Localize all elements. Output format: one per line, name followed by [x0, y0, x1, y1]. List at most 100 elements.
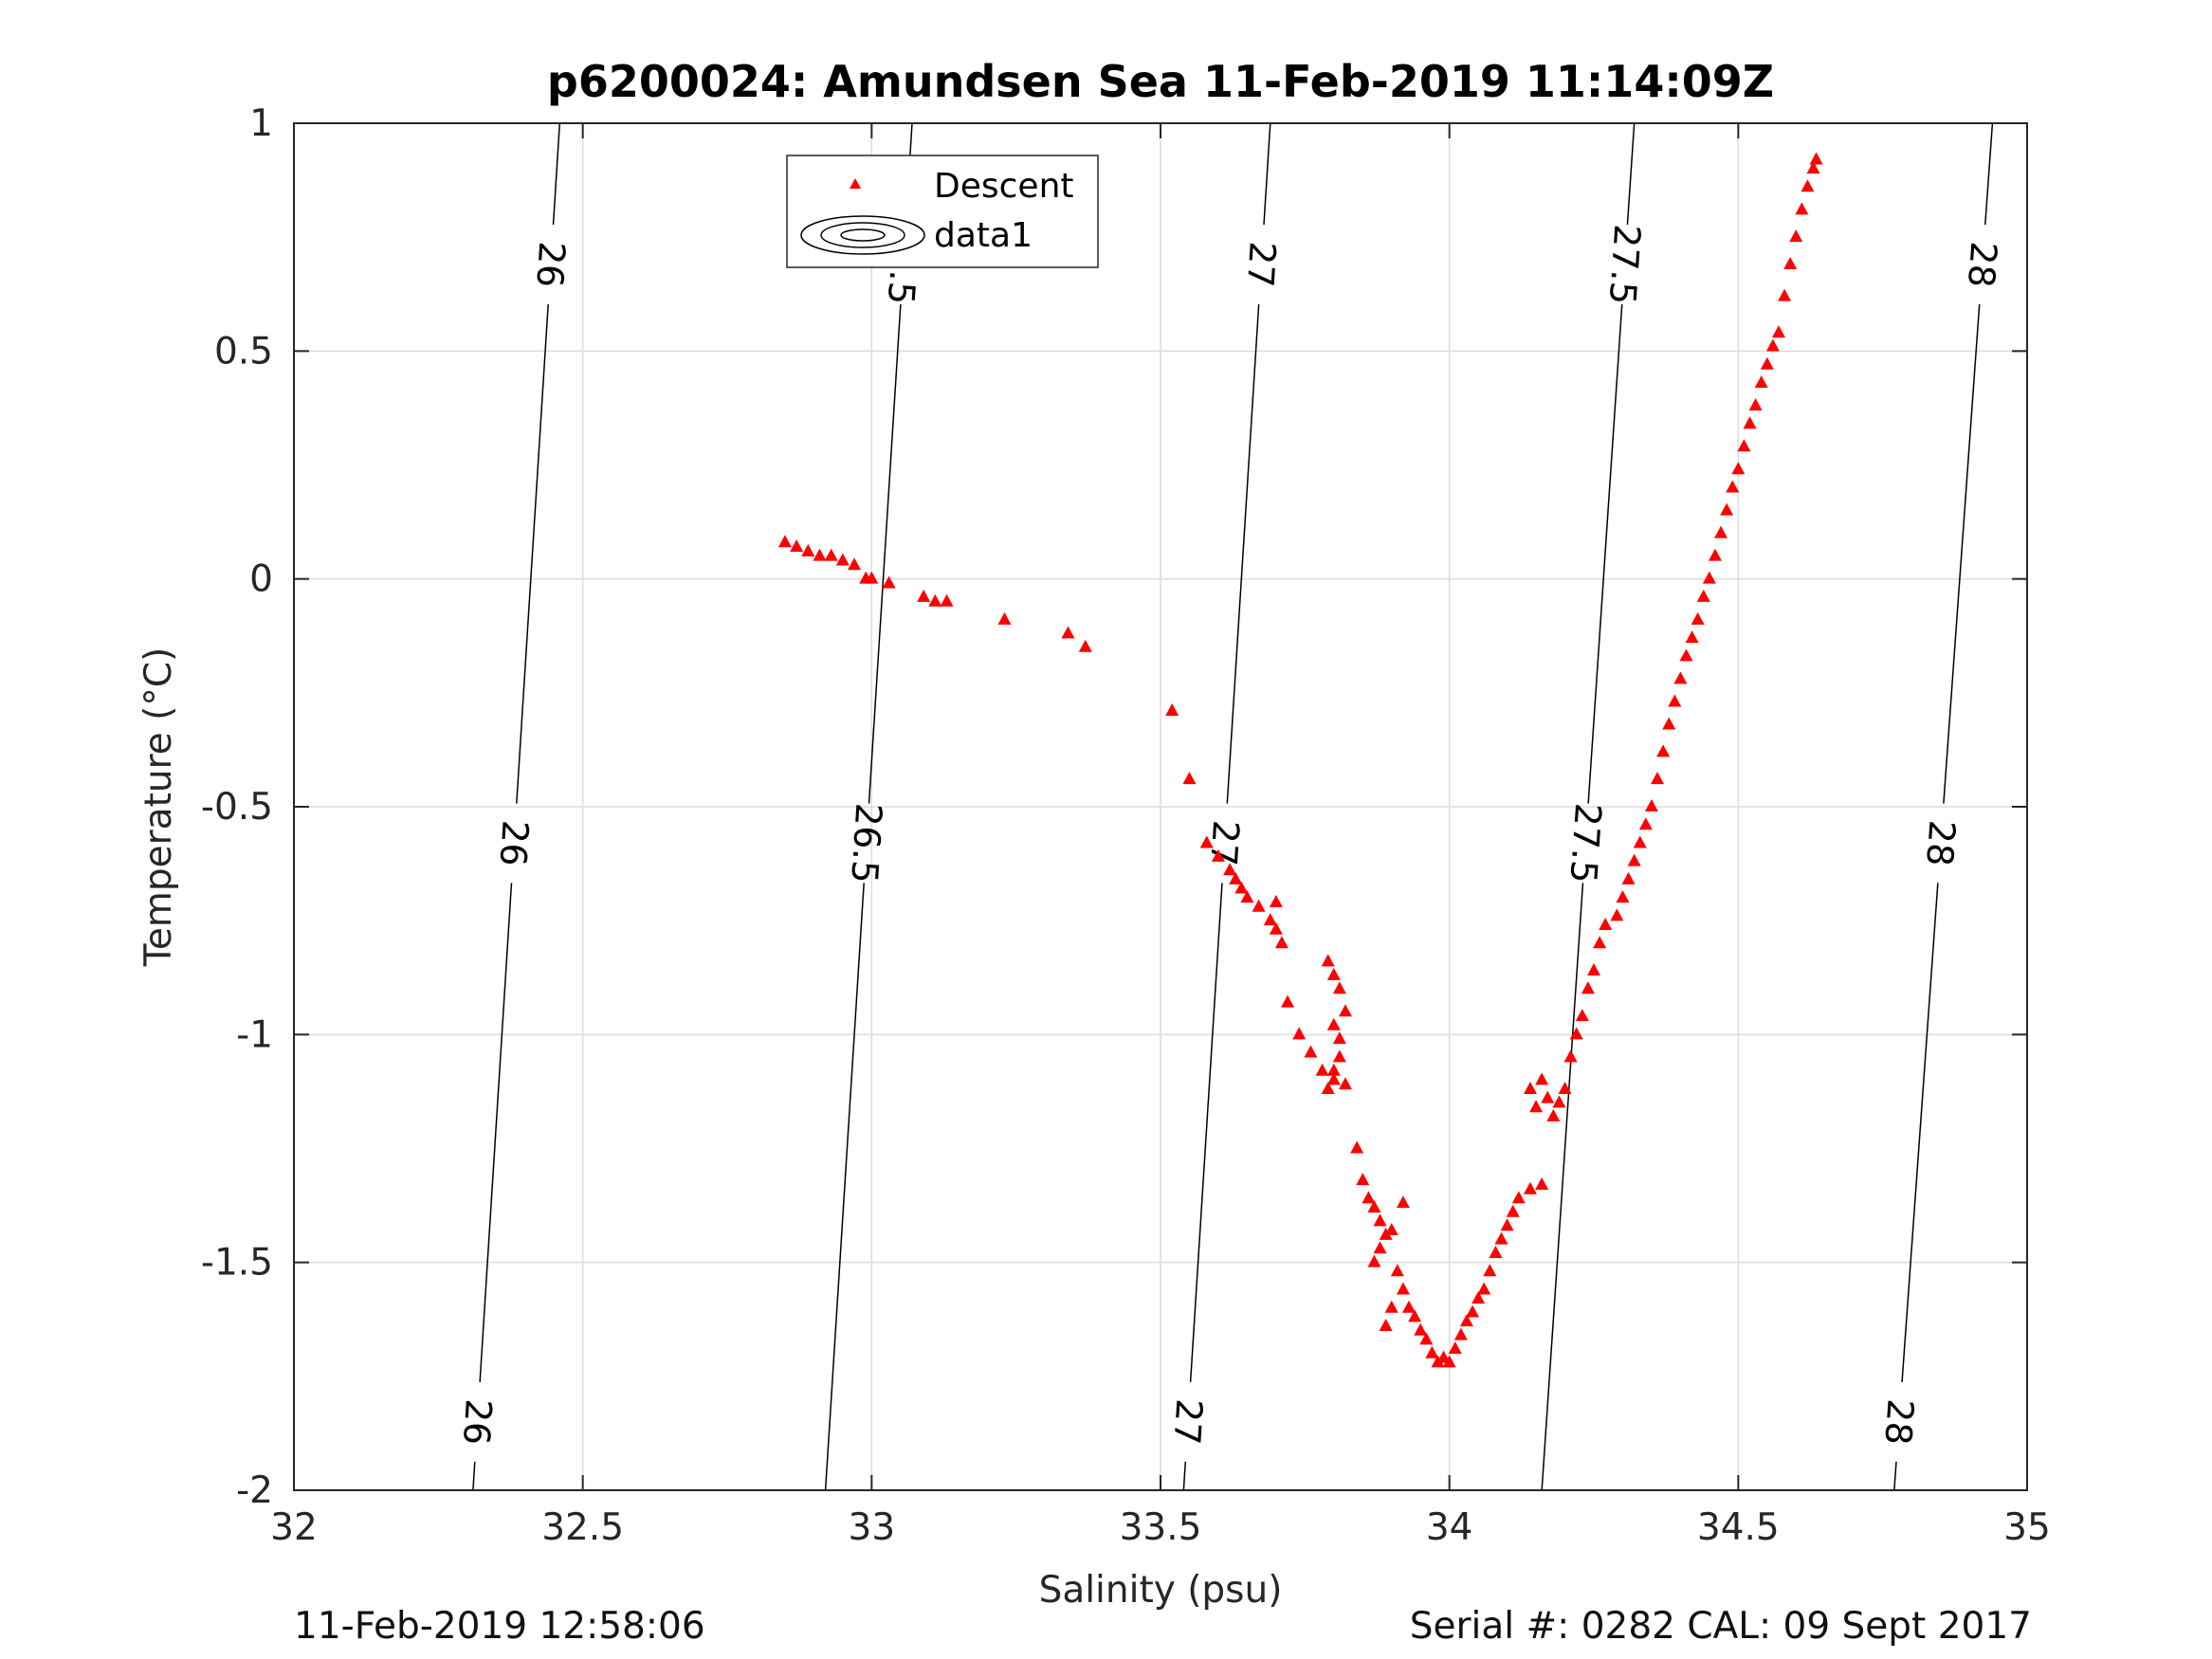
descent-point [1402, 1300, 1417, 1313]
descent-point [997, 611, 1012, 625]
descent-point [1165, 703, 1179, 717]
descent-point [1621, 871, 1636, 884]
descent-point [777, 535, 792, 548]
descent-point [1321, 1082, 1335, 1095]
descent-point [1199, 835, 1214, 848]
descent-point [1500, 1218, 1514, 1231]
descent-point [1702, 571, 1716, 584]
isopycnal-line [868, 303, 902, 804]
x-tick-label: 34 [1426, 1506, 1473, 1549]
legend-box [786, 155, 1099, 268]
x-tick-label: 33 [849, 1506, 896, 1549]
descent-point [1373, 1213, 1387, 1227]
descent-point [1448, 1340, 1462, 1354]
isopycnal-label: 28 [1876, 1397, 1921, 1446]
descent-point [1379, 1318, 1393, 1331]
descent-point [1806, 161, 1820, 174]
y-tick-label: -0.5 [201, 786, 273, 829]
descent-point [865, 571, 879, 584]
legend-data1-label: data1 [934, 216, 1033, 255]
x-tick-label: 32.5 [541, 1506, 624, 1549]
descent-point [1651, 772, 1665, 785]
descent-point [1535, 1176, 1549, 1190]
descent-point [1523, 1181, 1537, 1194]
descent-point [1743, 416, 1757, 429]
x-tick-label: 32 [270, 1506, 318, 1549]
isopycnal-line [552, 122, 561, 226]
descent-point [1541, 1090, 1555, 1103]
descent-point [1078, 639, 1092, 652]
isopycnal-label: 27.5 [1601, 223, 1649, 305]
legend-descent-marker [850, 178, 861, 189]
descent-point [813, 548, 827, 561]
descent-point [1431, 1355, 1445, 1368]
descent-point [1304, 1045, 1318, 1058]
descent-point [1523, 1082, 1537, 1095]
descent-point [1789, 229, 1803, 243]
descent-point [1685, 630, 1699, 644]
descent-point [1229, 871, 1243, 884]
x-tick-label: 34.5 [1697, 1506, 1780, 1549]
descent-point [1726, 480, 1740, 493]
descent-point [801, 543, 815, 556]
descent-point [928, 593, 942, 607]
descent-point [1506, 1204, 1520, 1217]
descent-point [1338, 1004, 1352, 1017]
y-tick-label: -1 [236, 1013, 273, 1056]
descent-point [1633, 835, 1647, 848]
descent-point [1350, 1140, 1364, 1154]
descent-point [1587, 963, 1600, 976]
descent-point [1691, 611, 1705, 625]
descent-point [882, 575, 896, 589]
descent-point [1269, 894, 1283, 907]
descent-point [1466, 1304, 1480, 1318]
descent-point [1223, 863, 1237, 876]
descent-point [1477, 1282, 1491, 1295]
descent-point [940, 593, 954, 607]
axis-ticks: 32 32.5 33 33.5 34 34.5 35 -2 -1.5 -1 -0.5 0 0.5 1 [201, 102, 2051, 1549]
isopycnal-line [472, 1461, 476, 1491]
descent-point [1760, 356, 1774, 370]
isopycnal-line [1943, 303, 1981, 804]
descent-point [1696, 589, 1710, 602]
descent-point [1546, 1108, 1561, 1121]
descent-point [1720, 502, 1734, 516]
descent-point [1332, 981, 1346, 994]
descent-point [1061, 626, 1075, 639]
y-tick-label: 0 [249, 558, 273, 601]
y-tick-label: 0.5 [214, 330, 273, 373]
descent-point [1390, 1264, 1404, 1277]
y-tick-label: 1 [249, 102, 273, 145]
descent-point [1326, 1072, 1341, 1085]
descent-point [1795, 202, 1809, 215]
descent-point [1662, 717, 1676, 730]
descent-point [1708, 548, 1722, 561]
descent-point [1396, 1195, 1410, 1209]
descent-point [1558, 1082, 1572, 1095]
descent-point [1581, 981, 1595, 994]
descent-point [1453, 1327, 1468, 1340]
descent-point [1801, 179, 1815, 192]
legend-contour-marker [800, 215, 925, 255]
descent-point [1610, 908, 1624, 921]
descent-point [1809, 152, 1823, 165]
descent-point [1529, 1100, 1544, 1113]
descent-point [1569, 1027, 1583, 1040]
descent-point [1535, 1072, 1549, 1085]
descent-point [1332, 1031, 1346, 1045]
isopycnal-line [1541, 883, 1584, 1491]
isopycnal-line [1263, 122, 1271, 226]
isopycnal-line [824, 883, 865, 1491]
descent-point [1326, 1063, 1341, 1076]
legend-descent-label: Descent [934, 167, 1074, 206]
descent-point [1638, 817, 1653, 830]
isopycnal-line [1189, 883, 1223, 1383]
descent-point [1644, 799, 1658, 811]
descent-point [1731, 462, 1746, 475]
isopycnal-label: 28 [1918, 819, 1963, 867]
isopycnal-label: 26.5 [843, 802, 889, 884]
isopycnal-label: 27 [1165, 1397, 1210, 1446]
descent-point [1367, 1254, 1381, 1267]
descent-point [1326, 967, 1341, 980]
